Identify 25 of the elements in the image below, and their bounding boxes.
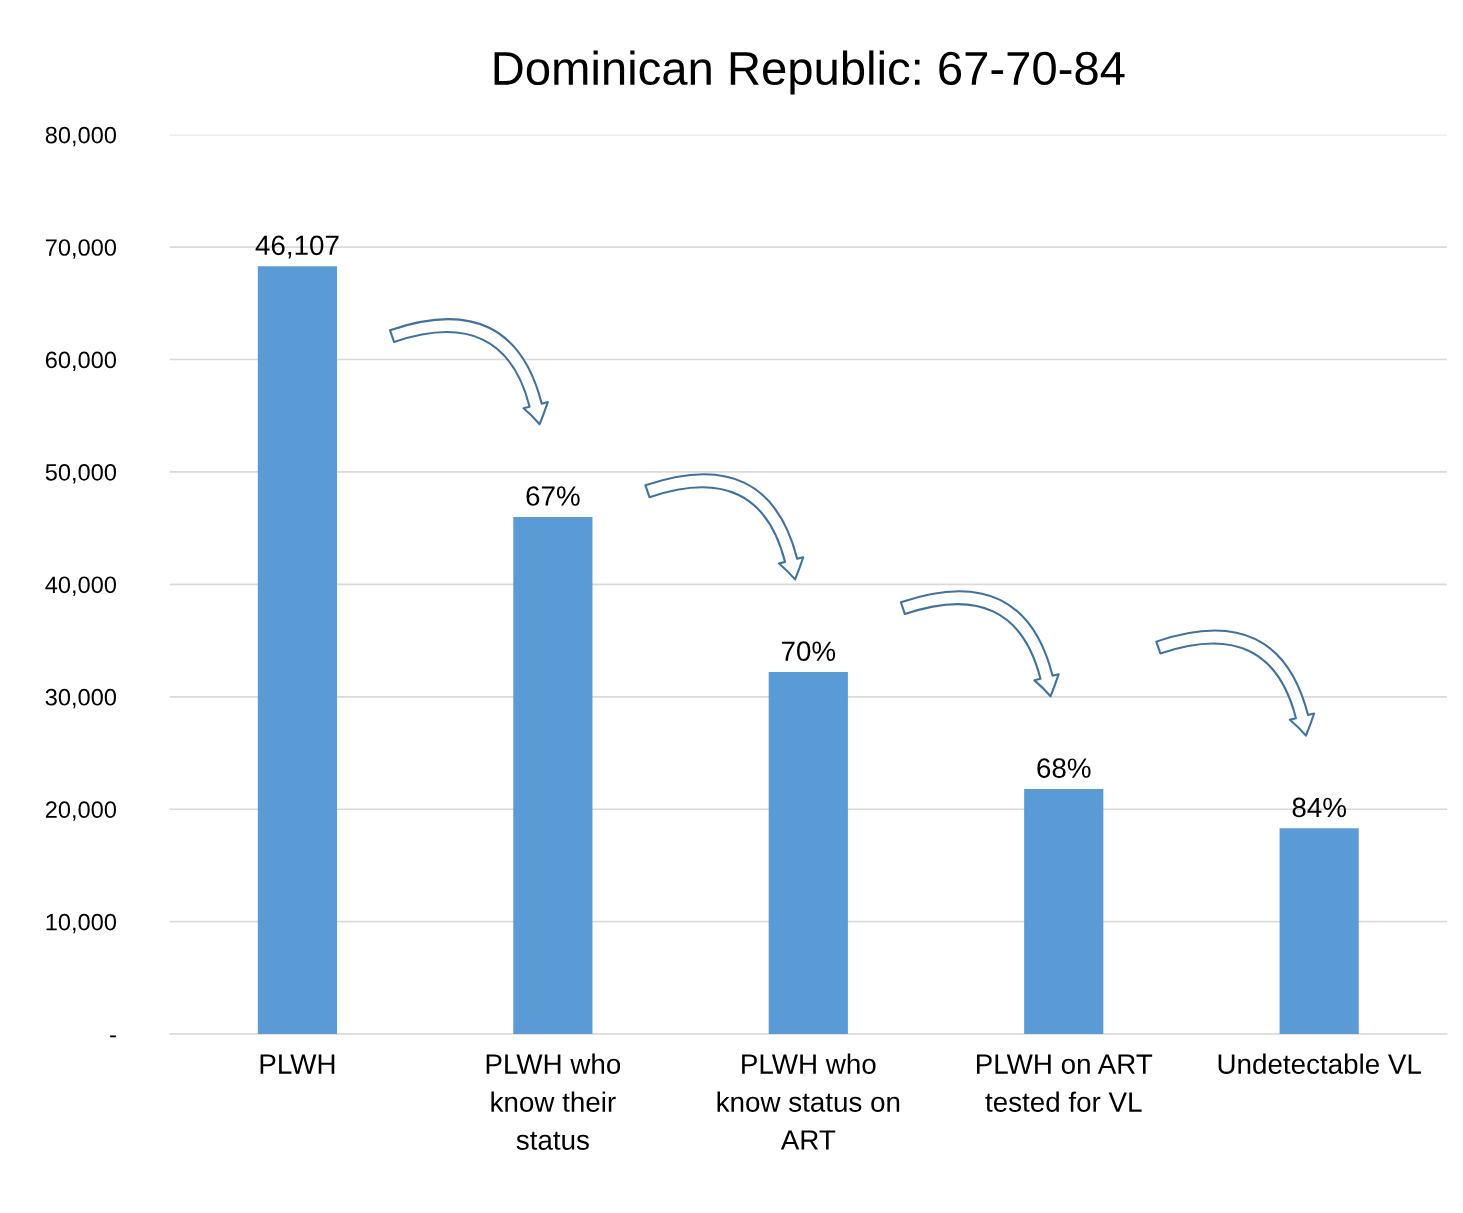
y-tick-label: 40,000: [45, 576, 117, 596]
annotation: 68%: [1037, 758, 1091, 778]
bar: [768, 672, 848, 1035]
y-tick-label: 20,000: [45, 801, 117, 821]
y-tick-label: 80,000: [45, 126, 117, 147]
y-tick-label: 10,000: [46, 913, 117, 934]
y-tick-label: 50,000: [45, 464, 117, 484]
annotation: 84%: [1292, 797, 1346, 818]
bar: [1279, 828, 1359, 1035]
y-tick-label: -: [110, 1035, 116, 1038]
annotation: 67%: [526, 486, 580, 506]
y-tick-label: 30,000: [45, 688, 117, 709]
bar: [257, 266, 338, 1035]
x-tick-label: PLWH who know status on ART: [717, 1053, 900, 1150]
annotation: 70%: [781, 641, 836, 662]
x-tick-label: PLWH who know their status: [486, 1053, 621, 1150]
annotation: 46,107: [255, 235, 339, 259]
y-tick-label: 60,000: [45, 351, 117, 372]
x-tick-label: Undetectable VL: [1218, 1053, 1421, 1074]
x-tick-label: PLWH on ART tested for VL: [976, 1054, 1153, 1112]
y-tick-label: 70,000: [45, 239, 117, 259]
bar: [513, 516, 593, 1035]
chart-title: Dominican Republic: 67-70-84: [494, 50, 1125, 95]
bar: [1024, 788, 1104, 1035]
x-tick-label: PLWH: [260, 1054, 335, 1074]
